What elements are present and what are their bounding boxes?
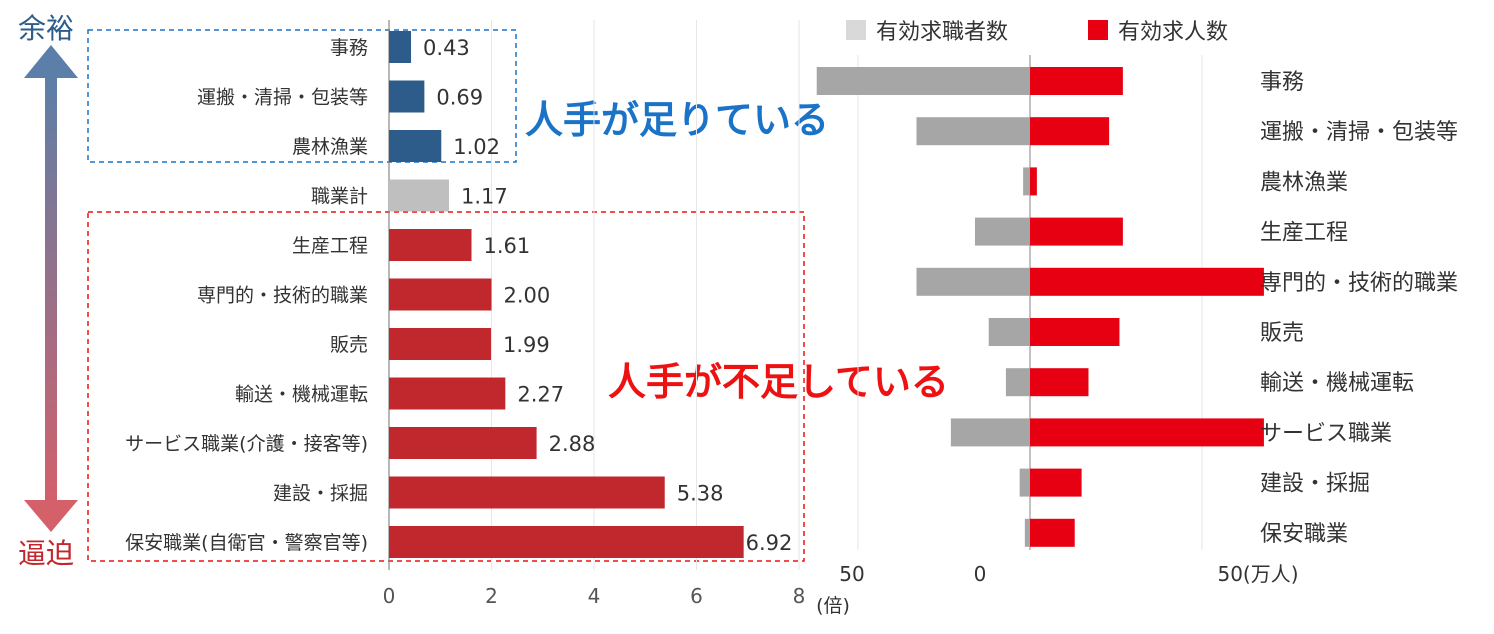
left-category-label: 農林漁業: [292, 136, 368, 158]
left-value-label: 2.00: [504, 284, 551, 308]
right-category-label: 建設・採掘: [1260, 472, 1370, 497]
left-category-label: 生産工程: [292, 235, 368, 257]
right-bar-seekers: [916, 267, 1030, 296]
scale-arrow: [24, 45, 78, 532]
left-value-label: 1.17: [461, 185, 508, 209]
left-category-label: 輸送・機械運転: [235, 384, 368, 406]
right-chart-legend: 有効求職者数 有効求人数: [846, 20, 1228, 45]
left-chart-bars: [389, 31, 744, 558]
left-bar: [389, 229, 472, 261]
right-bar-openings: [1030, 67, 1123, 95]
left-x-tick-label: 8: [793, 584, 806, 608]
legend-swatch-openings: [1088, 20, 1108, 40]
left-chart-category-labels: 事務運搬・清掃・包装等農林漁業職業計生産工程専門的・技術的職業販売輸送・機械運転…: [125, 37, 368, 554]
right-bar-openings: [1030, 217, 1123, 246]
left-category-label: 保安職業(自衛官・警察官等): [125, 532, 368, 554]
right-category-label: 農林漁業: [1260, 170, 1348, 195]
left-bar: [389, 80, 425, 113]
right-category-label: 専門的・技術的職業: [1260, 271, 1458, 296]
arrow-up-head: [24, 45, 78, 78]
left-x-tick-label: 0: [383, 584, 396, 608]
left-value-label: 2.27: [517, 383, 564, 407]
left-x-tick-label: 4: [588, 584, 601, 608]
left-x-tick-label: 6: [690, 584, 703, 608]
left-value-label: 6.92: [746, 531, 793, 555]
left-x-tick-label: 2: [485, 584, 498, 608]
left-bar: [389, 328, 491, 360]
right-x-tick-label: 0: [974, 562, 987, 586]
right-bar-openings: [1030, 418, 1264, 447]
right-chart-bars: [816, 67, 1264, 547]
right-category-label: 運搬・清掃・包装等: [1260, 120, 1458, 145]
right-bar-seekers: [950, 418, 1030, 447]
left-bar: [389, 476, 665, 509]
left-category-label: 専門的・技術的職業: [197, 285, 368, 307]
callout-shortage: 人手が不足している: [608, 360, 949, 404]
right-bar-seekers: [916, 117, 1030, 146]
left-value-label: 2.88: [549, 432, 596, 456]
left-value-label: 0.43: [423, 36, 470, 60]
right-category-label: 保安職業: [1260, 522, 1348, 547]
right-bar-openings: [1030, 267, 1264, 296]
left-chart-value-labels: 0.43 0.69 1.02 1.17 1.61 2.00 1.99 2.27 2.88 5.38…: [423, 36, 792, 555]
right-bar-seekers: [974, 217, 1030, 246]
left-value-label: 1.99: [503, 333, 550, 357]
left-bar: [389, 278, 492, 311]
left-bar: [389, 427, 537, 459]
side-label-top: 余裕: [18, 12, 74, 45]
right-x-tick-label: 50: [839, 562, 864, 586]
left-category-label: サービス職業(介護・接客等): [125, 433, 368, 455]
left-category-label: 事務: [330, 37, 368, 59]
right-bar-openings: [1030, 368, 1089, 397]
right-chart-x-ticks: 50 0 50(万人): [839, 562, 1298, 586]
right-bar-openings: [1030, 518, 1075, 547]
left-bar: [389, 377, 506, 410]
left-bar: [389, 31, 412, 63]
right-bar-openings: [1030, 167, 1037, 196]
right-category-label: 事務: [1260, 70, 1304, 95]
enough-group-box: [87, 29, 517, 163]
right-bar-seekers: [1005, 368, 1030, 397]
left-value-label: 0.69: [436, 86, 483, 110]
left-value-label: 5.38: [677, 482, 724, 506]
left-value-label: 1.02: [453, 135, 500, 159]
right-category-label: 輸送・機械運転: [1260, 371, 1414, 396]
shortage-group-box: [87, 211, 805, 562]
left-bar: [389, 526, 744, 558]
callout-enough: 人手が足りている: [525, 98, 829, 142]
arrow-down-head: [24, 500, 78, 532]
left-chart-x-ticks: 0 2 4 6 8: [383, 584, 806, 608]
right-bar-openings: [1030, 117, 1110, 146]
right-category-label: サービス職業: [1260, 421, 1392, 446]
left-category-label: 運搬・清掃・包装等: [197, 87, 368, 109]
left-value-label: 1.61: [484, 234, 531, 258]
right-category-label: 生産工程: [1260, 221, 1348, 246]
left-x-axis-label: (倍): [816, 595, 850, 617]
legend-label-seekers: 有効求職者数: [876, 20, 1008, 45]
right-bar-seekers: [988, 318, 1030, 346]
side-label-bottom: 逼迫: [18, 537, 74, 570]
right-bar-seekers: [1023, 167, 1030, 196]
right-bar-openings: [1030, 318, 1120, 346]
legend-swatch-seekers: [846, 20, 866, 40]
right-bar-seekers: [1024, 518, 1030, 547]
left-category-label: 販売: [330, 334, 368, 356]
right-bar-seekers: [1019, 468, 1030, 497]
right-bar-openings: [1030, 468, 1082, 497]
legend-label-openings: 有効求人数: [1118, 20, 1228, 45]
arrow-shaft: [45, 75, 57, 505]
left-bar: [389, 179, 449, 212]
left-category-label: 職業計: [311, 186, 368, 208]
right-x-tick-label: 50(万人): [1217, 562, 1298, 586]
left-bar: [389, 130, 442, 162]
left-category-label: 建設・採掘: [273, 483, 368, 505]
right-bar-seekers: [816, 67, 1030, 95]
right-chart-category-labels: 事務運搬・清掃・包装等農林漁業生産工程専門的・技術的職業販売輸送・機械運転サービ…: [1260, 70, 1458, 547]
right-category-label: 販売: [1260, 321, 1304, 346]
